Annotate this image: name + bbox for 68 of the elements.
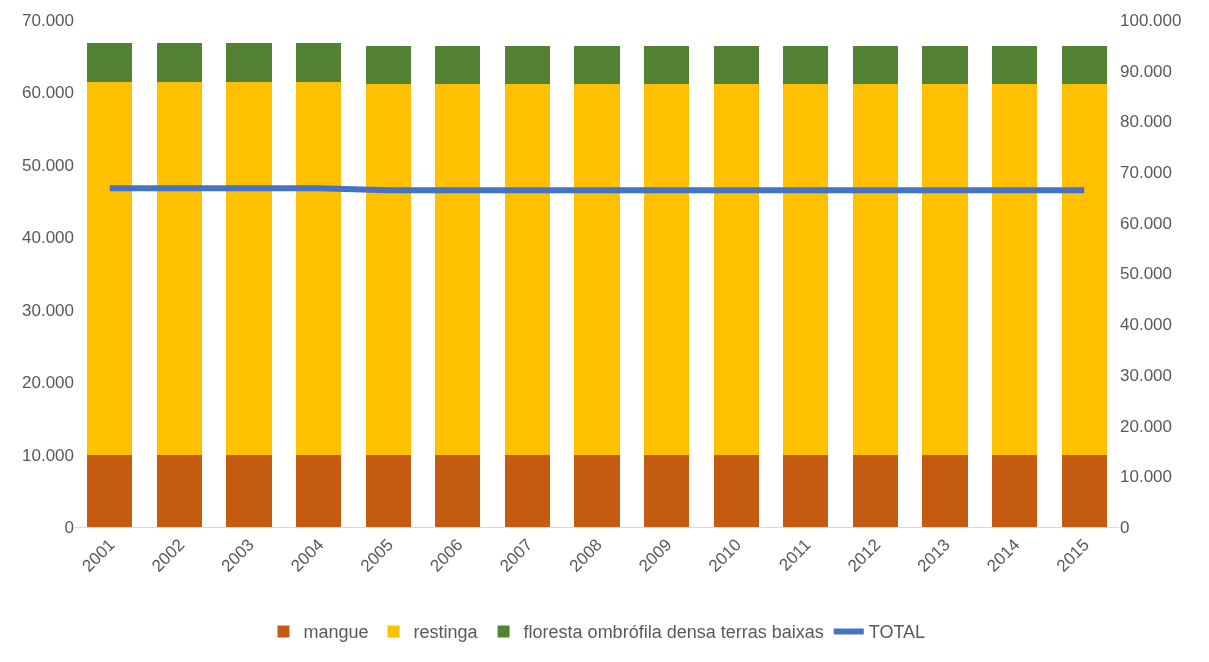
bar [852, 46, 899, 85]
bar [643, 84, 690, 455]
y2-tick-label: 10.000 [1120, 467, 1172, 487]
y-tick-label: 20.000 [22, 373, 74, 393]
bar [783, 454, 829, 527]
bar [226, 454, 272, 527]
bar [852, 84, 899, 455]
legend-label: TOTAL [868, 622, 926, 643]
bar [713, 84, 759, 455]
y-tick-label: 60.000 [22, 83, 74, 103]
bar [156, 43, 203, 82]
bar [435, 46, 481, 85]
bar [713, 454, 759, 527]
y2-tick-label: 30.000 [1120, 365, 1172, 385]
y-tick-label: 10.000 [22, 445, 74, 465]
bar [574, 46, 620, 85]
bar [226, 43, 272, 82]
y-tick-label: 40.000 [22, 228, 74, 248]
bar [365, 84, 411, 455]
legend-label: restinga [413, 622, 479, 643]
bar [295, 43, 342, 82]
bar [922, 454, 968, 527]
bar [643, 46, 690, 85]
bar [435, 84, 481, 455]
bar [87, 81, 133, 455]
bar [922, 84, 968, 455]
bar [922, 46, 968, 85]
y-tick-label: 70.000 [22, 10, 74, 30]
bar [365, 46, 411, 85]
bar [156, 454, 203, 527]
y2-tick-label: 80.000 [1120, 112, 1172, 132]
legend-label: floresta ombrófila densa terras baixas [523, 622, 824, 643]
bar [713, 46, 759, 85]
bar [435, 454, 481, 527]
y-tick-label: 30.000 [22, 300, 74, 320]
y2-tick-label: 50.000 [1120, 264, 1172, 284]
y2-tick-label: 100.000 [1120, 10, 1182, 30]
bar [852, 454, 899, 527]
bar [87, 454, 133, 527]
y2-tick-label: 0 [1120, 517, 1130, 537]
bar [1061, 46, 1107, 85]
bar [574, 454, 620, 527]
bar [783, 46, 829, 85]
y2-tick-label: 40.000 [1120, 315, 1172, 335]
bar [991, 46, 1038, 85]
bar [643, 454, 690, 527]
bar [1061, 84, 1107, 455]
bar [991, 84, 1038, 455]
y-tick-label: 0 [64, 517, 74, 537]
y2-tick-label: 60.000 [1120, 213, 1172, 233]
legend-label: mangue [303, 622, 369, 643]
bar [365, 454, 411, 527]
bar [504, 84, 551, 455]
y2-tick-label: 70.000 [1120, 163, 1172, 183]
bar [226, 81, 272, 455]
bar [156, 81, 203, 455]
bar [574, 84, 620, 455]
bar [295, 454, 342, 527]
y-tick-label: 50.000 [22, 155, 74, 175]
bar [504, 46, 551, 85]
bar [87, 43, 133, 82]
bar [991, 454, 1038, 527]
bar [1061, 454, 1107, 527]
y2-tick-label: 20.000 [1120, 416, 1172, 436]
bar [783, 84, 829, 455]
y2-tick-label: 90.000 [1120, 61, 1172, 81]
bar [295, 81, 342, 455]
bar [504, 454, 551, 527]
